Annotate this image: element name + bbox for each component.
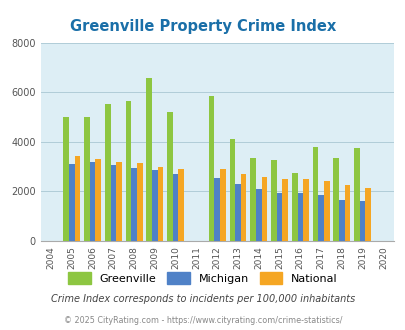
Text: © 2025 CityRating.com - https://www.cityrating.com/crime-statistics/: © 2025 CityRating.com - https://www.city… bbox=[64, 316, 341, 325]
Bar bbox=[173, 174, 178, 241]
Bar bbox=[261, 177, 266, 241]
Bar bbox=[126, 101, 131, 241]
Bar bbox=[167, 112, 173, 241]
Bar bbox=[276, 193, 281, 241]
Legend: Greenville, Michigan, National: Greenville, Michigan, National bbox=[64, 268, 341, 288]
Bar bbox=[271, 160, 276, 241]
Bar bbox=[318, 195, 323, 241]
Bar bbox=[75, 155, 80, 241]
Bar bbox=[63, 117, 69, 241]
Bar bbox=[69, 164, 75, 241]
Bar bbox=[297, 193, 303, 241]
Bar bbox=[220, 169, 225, 241]
Bar bbox=[131, 168, 136, 241]
Bar bbox=[344, 185, 350, 241]
Bar bbox=[146, 78, 152, 241]
Bar bbox=[234, 184, 240, 241]
Bar bbox=[255, 189, 261, 241]
Bar bbox=[303, 179, 308, 241]
Bar bbox=[110, 165, 116, 241]
Bar bbox=[157, 167, 163, 241]
Bar bbox=[312, 147, 318, 241]
Bar bbox=[291, 173, 297, 241]
Bar bbox=[95, 159, 101, 241]
Bar bbox=[338, 200, 344, 241]
Bar bbox=[250, 158, 255, 241]
Bar bbox=[116, 162, 121, 241]
Bar bbox=[364, 188, 370, 241]
Bar bbox=[229, 139, 234, 241]
Bar bbox=[208, 96, 214, 241]
Bar bbox=[214, 178, 220, 241]
Bar bbox=[323, 182, 329, 241]
Bar bbox=[281, 179, 287, 241]
Bar bbox=[90, 162, 95, 241]
Bar bbox=[152, 170, 157, 241]
Bar bbox=[240, 174, 246, 241]
Bar bbox=[354, 148, 359, 241]
Bar bbox=[333, 158, 338, 241]
Bar bbox=[84, 117, 90, 241]
Bar bbox=[178, 169, 183, 241]
Text: Crime Index corresponds to incidents per 100,000 inhabitants: Crime Index corresponds to incidents per… bbox=[51, 294, 354, 304]
Bar bbox=[104, 104, 110, 241]
Bar bbox=[359, 201, 364, 241]
Text: Greenville Property Crime Index: Greenville Property Crime Index bbox=[70, 19, 335, 34]
Bar bbox=[136, 163, 142, 241]
